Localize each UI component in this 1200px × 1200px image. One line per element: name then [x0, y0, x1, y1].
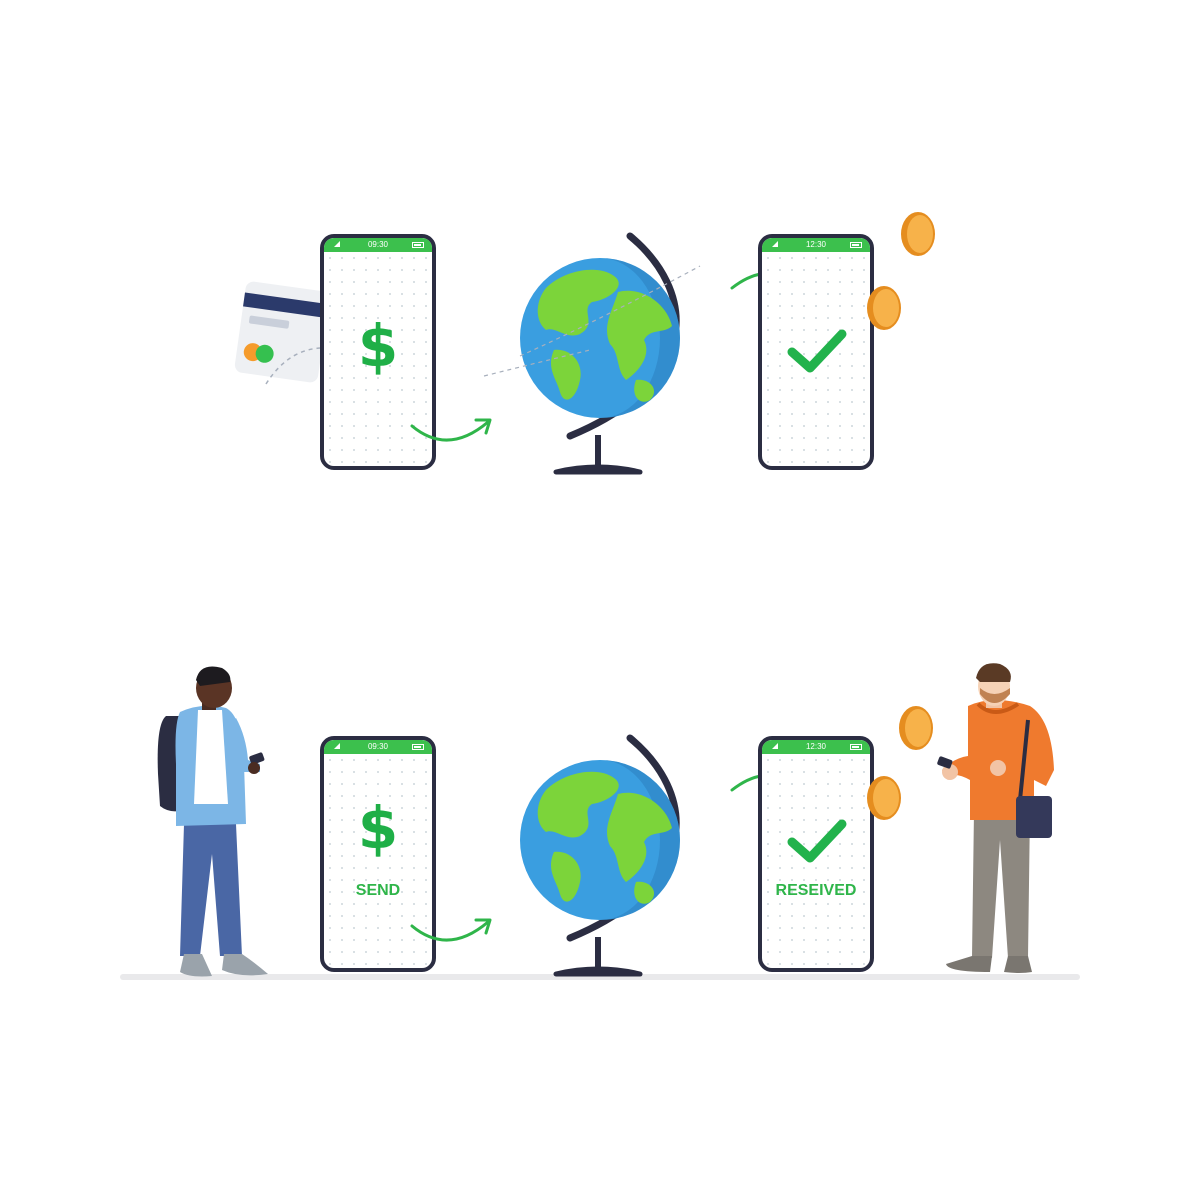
coin-icon — [867, 776, 901, 820]
globe-icon — [520, 734, 680, 977]
check-icon — [787, 329, 847, 373]
dollar-icon: $ — [357, 312, 399, 380]
receiver-person — [937, 663, 1054, 973]
dollar-icon: $ — [357, 794, 399, 862]
signal-icon — [334, 743, 340, 749]
status-bar: 12:30 — [762, 740, 870, 754]
battery-icon — [850, 744, 862, 750]
globe-icon — [483, 232, 701, 475]
status-bar: 12:30 — [762, 238, 870, 252]
coin-icon — [901, 212, 935, 256]
signal-icon — [334, 241, 340, 247]
phone-time: 12:30 — [805, 240, 827, 249]
sender-person — [157, 666, 268, 977]
phone-time: 12:30 — [805, 742, 827, 751]
battery-icon — [412, 744, 424, 750]
arrow-icon — [410, 418, 492, 442]
receiver-phone: 12:30 RESEIVED — [758, 736, 874, 972]
credit-card-icon — [234, 281, 329, 383]
receiver-phone: 12:30 — [758, 234, 874, 470]
dashed-path — [265, 347, 329, 385]
sender-phone: 09:30 $ SEND — [320, 736, 436, 972]
coin-icon — [867, 286, 901, 330]
signal-icon — [772, 241, 778, 247]
status-bar: 09:30 — [324, 740, 432, 754]
battery-icon — [850, 242, 862, 248]
phone-time: 09:30 — [367, 240, 389, 249]
status-bar: 09:30 — [324, 238, 432, 252]
coin-icon — [899, 706, 933, 750]
signal-icon — [772, 743, 778, 749]
send-label: SEND — [355, 882, 401, 899]
ground-shadow — [120, 974, 1080, 980]
battery-icon — [412, 242, 424, 248]
received-label: RESEIVED — [775, 882, 857, 899]
arrow-icon — [410, 918, 492, 942]
phone-time: 09:30 — [367, 742, 389, 751]
check-icon — [787, 819, 847, 863]
